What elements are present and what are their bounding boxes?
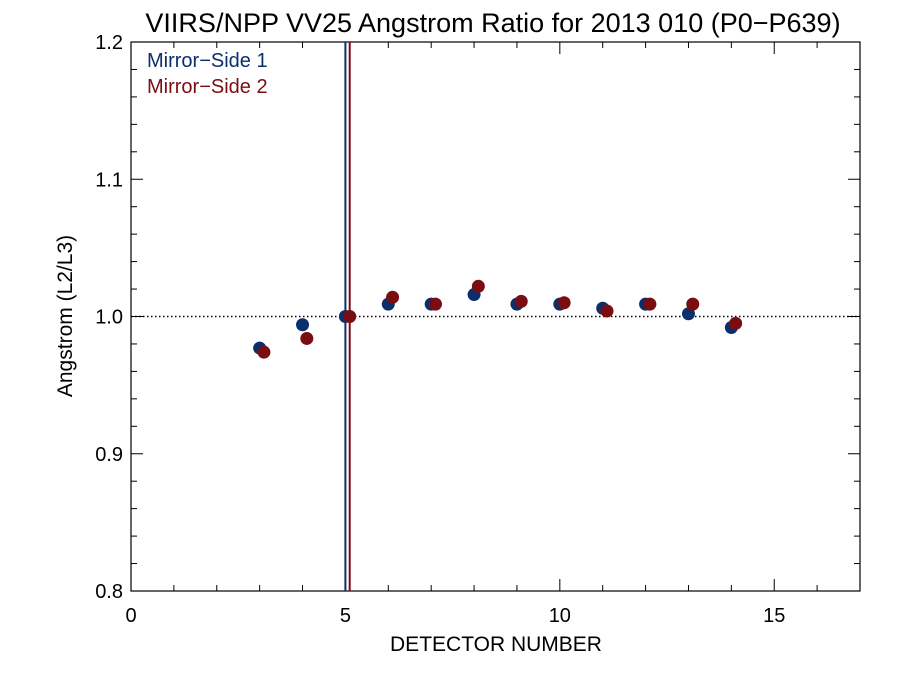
legend: Mirror−Side 1 Mirror−Side 2 [147, 50, 268, 98]
legend-entry-1: Mirror−Side 1 [147, 50, 268, 72]
series-2-point [686, 297, 700, 311]
series-2-point [428, 297, 442, 311]
series-2-point [343, 310, 357, 323]
x-tick-label: 0 [125, 605, 136, 627]
series-2-point [600, 304, 614, 318]
series-2-point [643, 297, 657, 311]
y-axis-label: Angstrom (L2/L3) [54, 235, 77, 397]
chart-title: VIIRS/NPP VV25 Angstrom Ratio for 2013 0… [145, 8, 840, 38]
series-2-point [514, 294, 528, 308]
x-tick-label: 15 [763, 605, 785, 627]
series-2-point [557, 296, 571, 310]
series-2-point [257, 345, 271, 359]
x-axis-label: DETECTOR NUMBER [390, 633, 602, 656]
y-tick-label: 1.2 [95, 32, 123, 54]
y-tick-label: 1.0 [95, 307, 123, 329]
series-2-point [386, 290, 400, 304]
y-tick-label: 0.8 [95, 581, 123, 603]
series-1-point [296, 318, 310, 332]
y-tick-label: 0.9 [95, 444, 123, 466]
series-2-point [729, 316, 743, 330]
plot-area: 0 5 10 15 0.8 0.9 1.0 1.1 1.2 [95, 32, 861, 627]
x-tick-label: 5 [340, 605, 351, 627]
series-2-point [300, 331, 314, 345]
y-tick-label: 1.1 [95, 169, 123, 191]
legend-entry-2: Mirror−Side 2 [147, 76, 268, 98]
series-2-point [471, 279, 485, 293]
x-tick-label: 10 [549, 605, 571, 627]
